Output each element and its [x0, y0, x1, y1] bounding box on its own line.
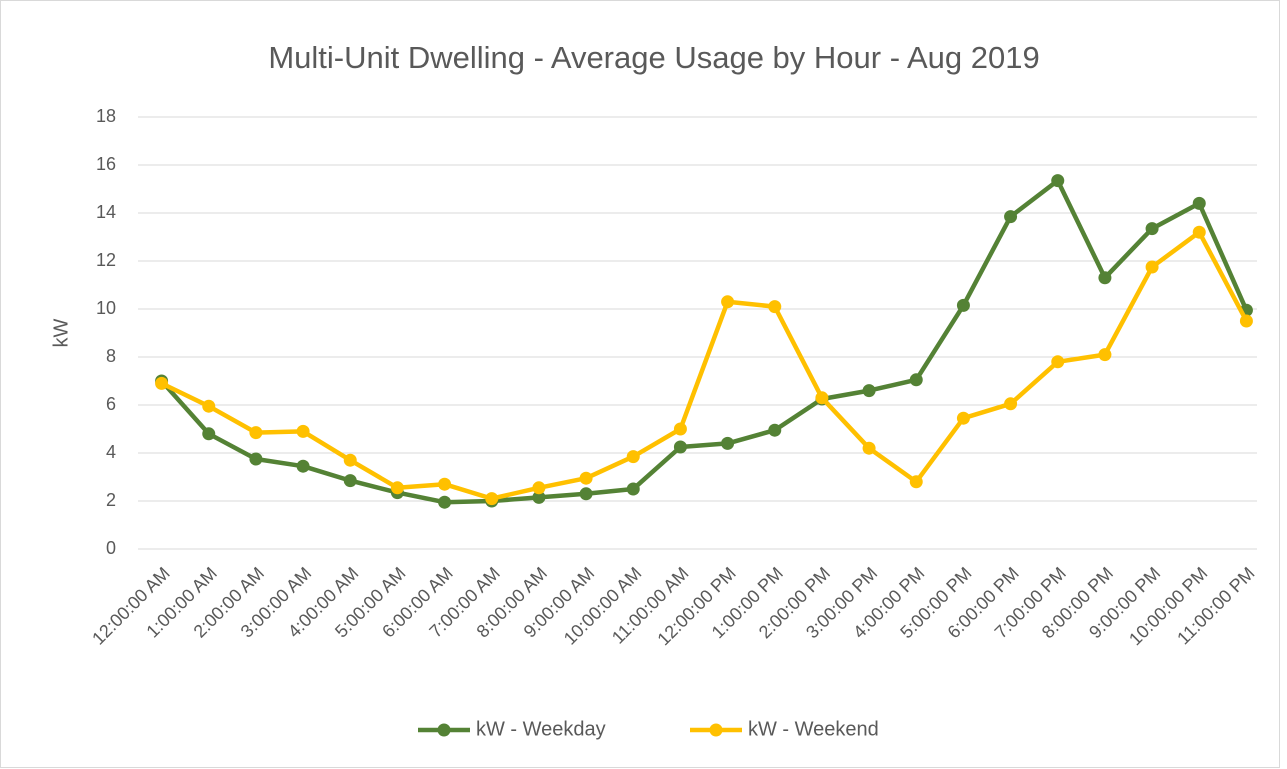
- legend-item: kW - Weekend: [690, 718, 879, 740]
- legend-label: kW - Weekend: [748, 718, 879, 740]
- chart-title: Multi-Unit Dwelling - Average Usage by H…: [268, 40, 1039, 75]
- point: [815, 391, 829, 405]
- point: [721, 295, 735, 309]
- point: [296, 459, 310, 473]
- series-line: [160, 229, 1249, 501]
- point: [1145, 260, 1159, 274]
- point: [1192, 196, 1206, 210]
- point: [1098, 271, 1112, 285]
- series-line: [159, 178, 1249, 505]
- point: [343, 453, 357, 467]
- point: [155, 376, 169, 390]
- point: [532, 490, 546, 504]
- legend-swatch-marker: [709, 723, 723, 737]
- point: [956, 411, 970, 425]
- point: [1051, 355, 1065, 369]
- point: [249, 426, 263, 440]
- point: [1004, 210, 1018, 224]
- point: [485, 492, 499, 506]
- point: [1004, 397, 1018, 411]
- y-tick-label: 8: [106, 346, 116, 366]
- legend-item: kW - Weekday: [418, 718, 606, 740]
- point: [721, 436, 735, 450]
- point: [343, 474, 357, 488]
- point: [956, 298, 970, 312]
- point: [673, 422, 687, 436]
- point: [202, 427, 216, 441]
- point: [1051, 174, 1065, 188]
- y-axis-label: kW: [50, 318, 72, 347]
- point: [390, 481, 404, 495]
- point: [673, 440, 687, 454]
- y-tick-label: 0: [106, 538, 116, 558]
- point: [1239, 314, 1253, 328]
- point: [862, 384, 876, 398]
- point: [1098, 348, 1112, 362]
- point: [249, 452, 263, 466]
- y-tick-label: 4: [106, 442, 116, 462]
- y-tick-label: 18: [96, 106, 116, 126]
- point: [296, 424, 310, 438]
- point: [768, 300, 782, 314]
- legend-swatch-marker: [437, 723, 451, 737]
- legend-label: kW - Weekday: [476, 718, 606, 740]
- y-tick-label: 12: [96, 250, 116, 270]
- point: [438, 477, 452, 491]
- point: [768, 423, 782, 437]
- point: [438, 495, 452, 509]
- y-tick-label: 2: [106, 490, 116, 510]
- point: [1192, 225, 1206, 239]
- point: [862, 441, 876, 455]
- point: [909, 373, 923, 387]
- y-tick-label: 16: [96, 154, 116, 174]
- y-tick-label: 10: [96, 298, 116, 318]
- point: [579, 471, 593, 485]
- point: [579, 487, 593, 501]
- point: [532, 481, 546, 495]
- y-tick-label: 14: [96, 202, 116, 222]
- point: [909, 475, 923, 489]
- point: [626, 450, 640, 464]
- y-tick-label: 6: [106, 394, 116, 414]
- point: [626, 482, 640, 496]
- point: [1145, 222, 1159, 236]
- point: [202, 399, 216, 413]
